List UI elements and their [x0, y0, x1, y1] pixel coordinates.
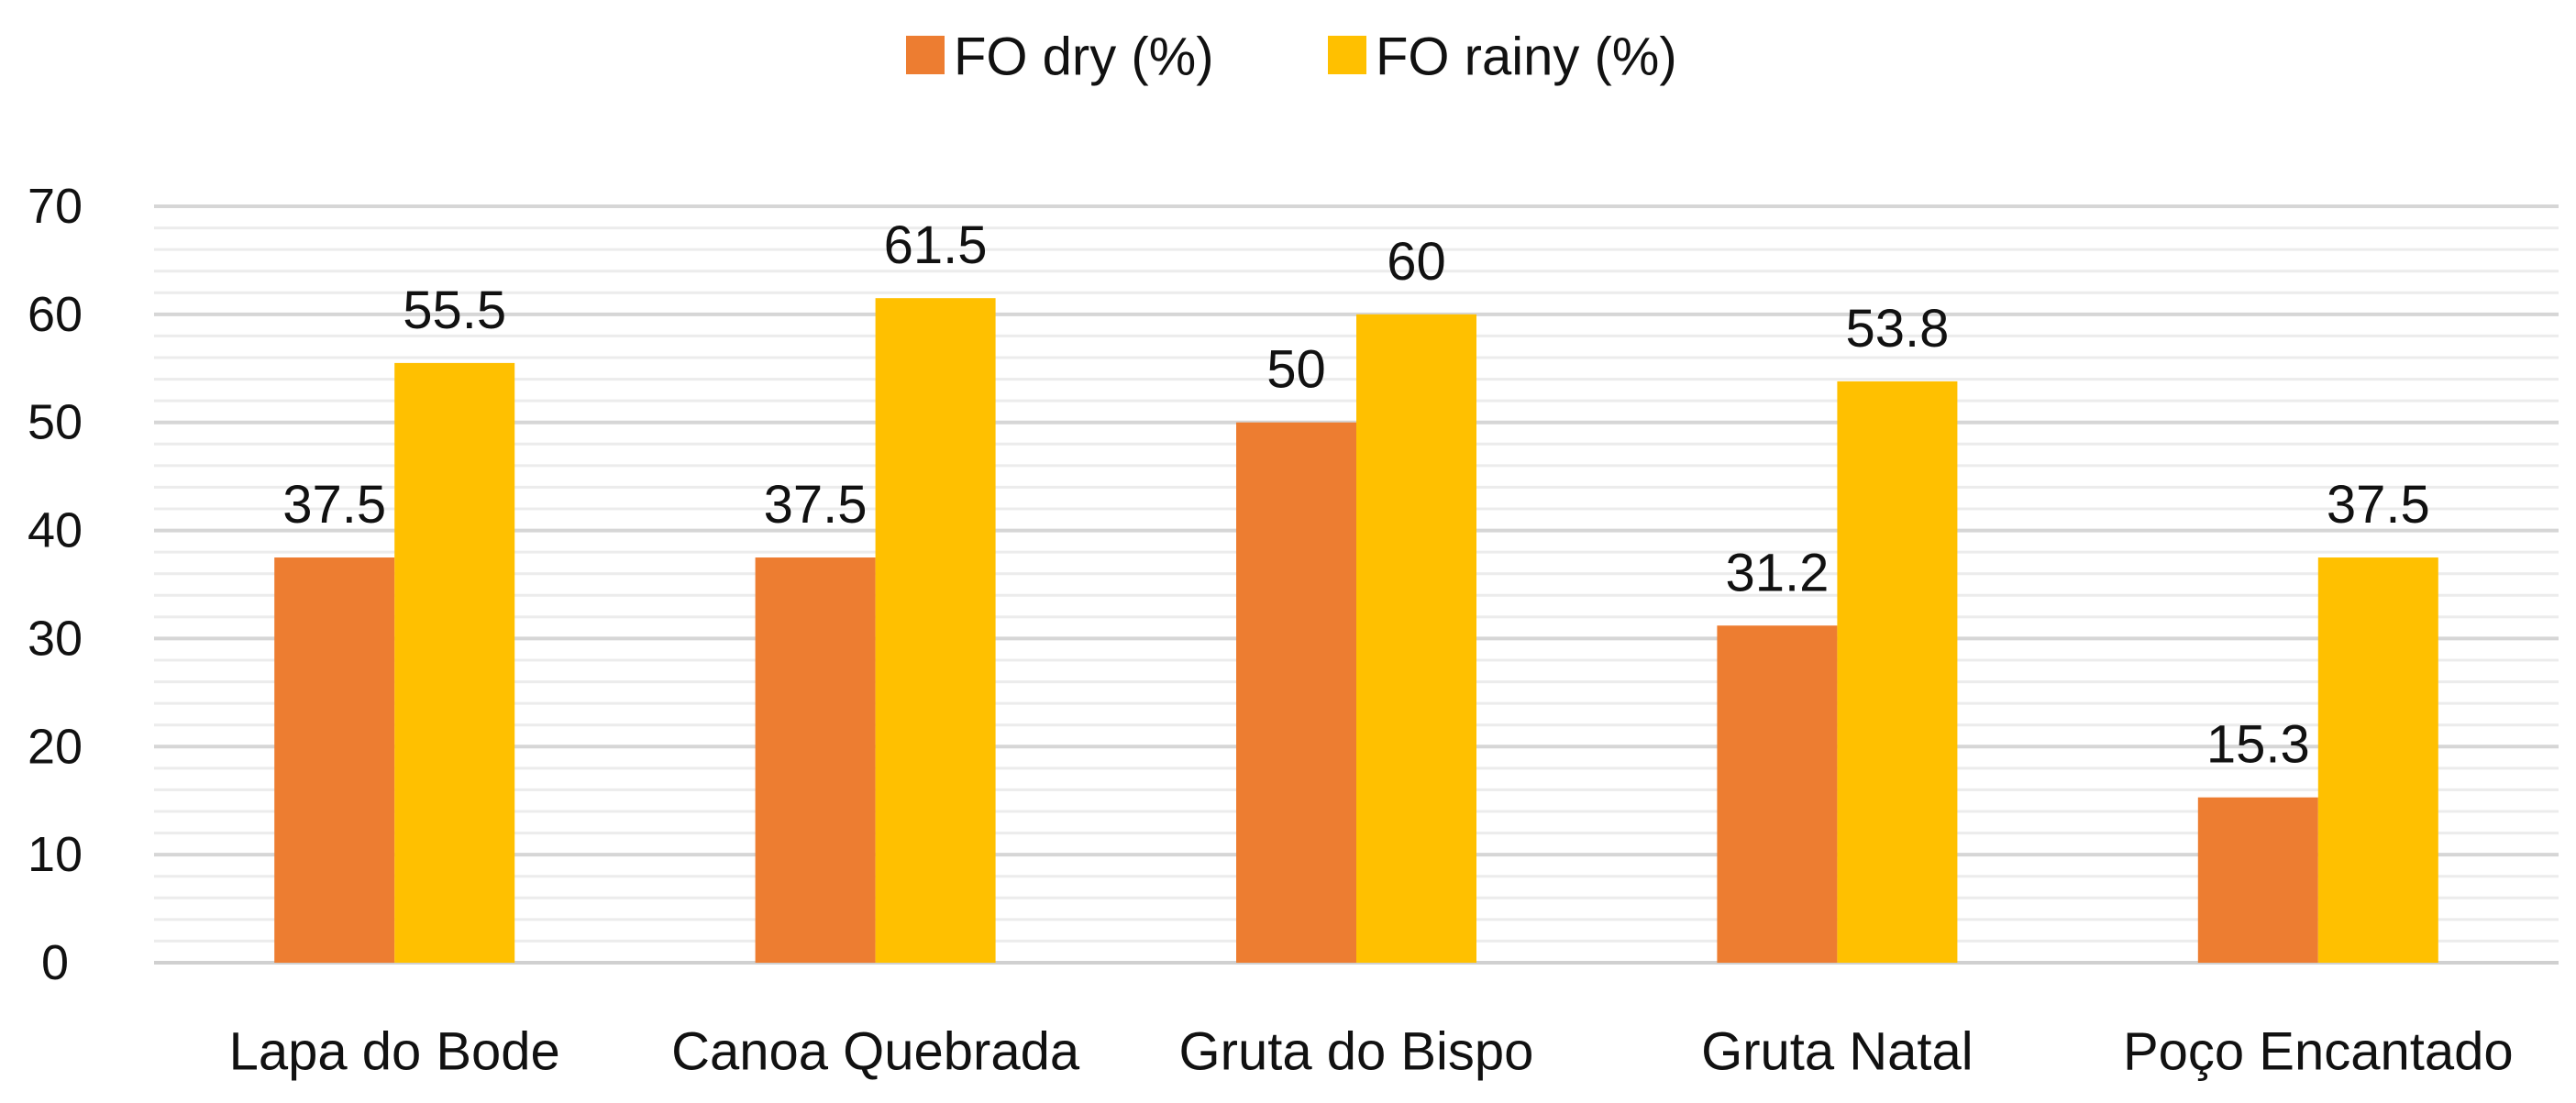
y-tick-label: 0 [41, 935, 69, 990]
bar-rainy [1356, 314, 1476, 963]
bars [274, 298, 2438, 964]
y-tick-label: 20 [28, 719, 83, 774]
data-label: 61.5 [884, 215, 988, 275]
bar-dry [1717, 625, 1838, 963]
bar-dry [274, 557, 395, 963]
bar-rainy [394, 362, 515, 964]
legend-swatch-dry [906, 36, 945, 74]
x-tick-label: Poço Encantado [2123, 1022, 2514, 1082]
x-tick-label: Canoa Quebrada [671, 1022, 1080, 1082]
bar-rainy [2317, 557, 2438, 963]
data-label: 53.8 [1845, 299, 1949, 358]
x-axis: Lapa do Bode Canoa Quebrada Gruta do Bispo… [229, 1022, 2514, 1082]
data-label: 50 [1266, 340, 1326, 400]
legend-swatch-rainy [1328, 36, 1366, 74]
data-label: 31.2 [1725, 543, 1829, 602]
data-label: 15.3 [2206, 715, 2310, 775]
bar-rainy [875, 298, 996, 963]
data-label: 37.5 [764, 475, 868, 535]
legend-label-rainy: FO rainy (%) [1376, 28, 1677, 87]
bar-rainy [1837, 381, 1958, 963]
bar-dry [1236, 422, 1356, 963]
y-tick-label: 60 [28, 287, 83, 342]
data-label: 60 [1387, 232, 1446, 292]
data-label: 55.5 [403, 281, 506, 340]
data-labels: 37.5 55.5 37.5 61.5 50 60 31.2 53.8 15.3 37.5 [282, 215, 2429, 775]
legend-label-dry: FO dry (%) [954, 28, 1214, 87]
y-tick-label: 10 [28, 827, 83, 882]
data-label: 37.5 [282, 475, 386, 535]
y-tick-label: 50 [28, 395, 83, 450]
bar-dry [2197, 797, 2318, 963]
y-axis: 0 10 20 30 40 50 60 70 [28, 179, 83, 990]
x-tick-label: Lapa do Bode [229, 1022, 560, 1082]
x-tick-label: Gruta do Bispo [1179, 1022, 1534, 1082]
bar-dry [755, 557, 876, 963]
y-tick-label: 70 [28, 179, 83, 234]
legend: FO dry (%) FO rainy (%) [906, 28, 1677, 87]
data-label: 37.5 [2327, 475, 2430, 535]
x-tick-label: Gruta Natal [1701, 1022, 1973, 1082]
y-tick-label: 30 [28, 611, 83, 666]
y-tick-label: 40 [28, 503, 83, 558]
